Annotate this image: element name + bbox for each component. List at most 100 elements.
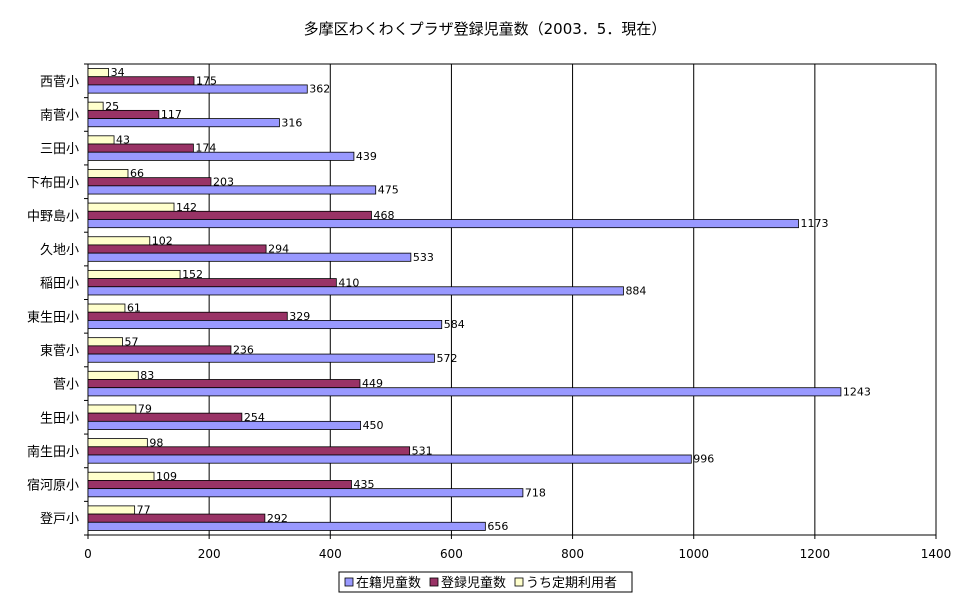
data-label: 236 — [233, 344, 254, 357]
category-label: 生田小 — [40, 411, 79, 426]
data-label: 66 — [130, 167, 144, 180]
data-label: 718 — [525, 486, 546, 499]
legend-swatch — [344, 577, 354, 587]
category-label: 登戸小 — [40, 512, 79, 527]
bar — [87, 210, 372, 220]
x-tick-label: 1200 — [800, 547, 831, 561]
category-label: 西菅小 — [40, 75, 79, 90]
bar — [87, 169, 129, 179]
category-label: 東菅小 — [40, 343, 79, 359]
bar — [87, 353, 435, 363]
data-label: 1173 — [801, 217, 829, 230]
data-label: 475 — [378, 184, 399, 197]
data-label: 98 — [149, 436, 163, 449]
bar — [87, 151, 355, 161]
bar — [87, 236, 151, 246]
category-label: 中野島小 — [27, 209, 79, 224]
data-label: 1243 — [843, 385, 871, 398]
data-label: 996 — [693, 453, 714, 466]
data-label: 292 — [267, 512, 288, 525]
bar — [87, 438, 148, 448]
data-label: 294 — [268, 243, 289, 256]
data-label: 533 — [413, 251, 434, 264]
bar — [87, 219, 799, 229]
bar — [87, 185, 377, 195]
category-label: 菅小 — [53, 378, 79, 393]
bar — [87, 84, 308, 94]
data-label: 57 — [125, 335, 139, 348]
data-label: 410 — [338, 276, 359, 289]
category-label: 久地小 — [40, 243, 79, 258]
data-label: 61 — [127, 302, 141, 315]
bar — [87, 118, 280, 128]
bar — [87, 337, 123, 347]
data-label: 450 — [363, 419, 384, 432]
bar — [87, 311, 288, 321]
bar — [87, 269, 181, 279]
data-label: 449 — [362, 377, 383, 390]
data-label: 203 — [213, 175, 234, 188]
legend-swatch — [514, 577, 524, 587]
bar — [87, 76, 195, 86]
legend-label: 登録児童数 — [441, 575, 506, 591]
data-label: 142 — [176, 201, 197, 214]
plot-background — [88, 64, 936, 535]
category-label: 東生田小 — [27, 309, 79, 325]
legend-label: うち定期利用者 — [526, 576, 617, 591]
category-label: 稲田小 — [40, 277, 79, 292]
bar — [87, 420, 361, 430]
x-tick-label: 0 — [84, 547, 92, 561]
data-label: 435 — [353, 478, 374, 491]
category-label: 宿河原小 — [27, 478, 79, 494]
plot-area: 0 200 400 600 800 1000 1200 1400 西菅小 34 175 362 南菅小 2… — [27, 63, 952, 561]
chart-title: 多摩区わくわくプラザ登録児童数（2003．5．現在） — [304, 20, 667, 38]
data-label: 468 — [373, 209, 394, 222]
data-label: 175 — [196, 74, 217, 87]
x-tick-label: 1400 — [921, 547, 952, 561]
data-label: 174 — [195, 142, 216, 155]
category-label: 南菅小 — [40, 107, 79, 123]
bar — [87, 446, 411, 456]
bar — [87, 303, 126, 313]
bar — [87, 244, 267, 254]
bar — [87, 101, 104, 111]
bar — [87, 404, 137, 414]
data-label: 77 — [137, 504, 151, 517]
bar — [87, 387, 842, 397]
category-label: 下布田小 — [27, 176, 79, 191]
data-label: 43 — [116, 134, 130, 147]
data-label: 83 — [140, 369, 154, 382]
bar — [87, 320, 443, 330]
data-label: 584 — [444, 318, 465, 331]
bar — [87, 278, 337, 288]
x-tick-label: 200 — [198, 547, 221, 561]
bar — [87, 345, 232, 355]
bar — [87, 109, 160, 119]
bar — [87, 252, 412, 262]
category-label: 三田小 — [40, 142, 79, 157]
bar — [87, 202, 175, 212]
bar — [87, 379, 361, 389]
bar — [87, 521, 486, 531]
data-label: 152 — [182, 268, 203, 281]
data-label: 25 — [105, 100, 119, 113]
x-tick-label: 1000 — [678, 547, 709, 561]
data-label: 254 — [244, 411, 265, 424]
data-label: 109 — [156, 470, 177, 483]
bar — [87, 286, 624, 296]
x-tick-label: 600 — [440, 547, 463, 561]
category-label: 南生田小 — [27, 444, 79, 460]
data-label: 329 — [289, 310, 310, 323]
data-label: 572 — [436, 352, 457, 365]
bar — [87, 135, 115, 145]
bar — [87, 370, 139, 380]
data-label: 34 — [111, 66, 125, 79]
data-label: 117 — [161, 108, 182, 121]
bar — [87, 471, 155, 481]
legend-label: 在籍児童数 — [356, 575, 421, 591]
bar — [87, 412, 243, 422]
bar — [87, 177, 212, 187]
data-label: 316 — [281, 116, 302, 129]
bar — [87, 513, 266, 523]
legend-box — [338, 571, 633, 593]
